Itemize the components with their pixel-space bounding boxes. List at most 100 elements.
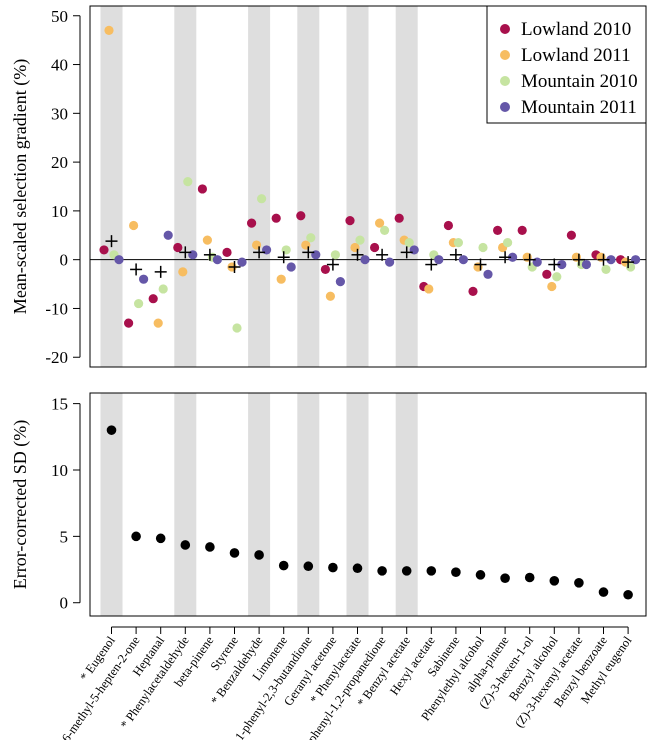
data-point: [453, 238, 463, 248]
data-point: [212, 255, 222, 265]
y-tick-label: 20: [51, 153, 68, 172]
data-point: [409, 245, 419, 255]
data-point: [106, 425, 117, 435]
data-point: [155, 533, 166, 544]
y-axis-title: Error-corrected SD (%): [10, 420, 31, 590]
y-tick-label: 40: [51, 56, 68, 75]
data-point: [173, 242, 183, 253]
data-point: [296, 211, 306, 221]
highlight-band: [248, 393, 271, 616]
data-point: [124, 318, 134, 328]
data-point: [424, 284, 434, 294]
data-point: [360, 255, 370, 265]
data-point: [311, 250, 321, 260]
data-point: [222, 247, 232, 257]
data-point: [434, 255, 444, 265]
data-point: [517, 225, 527, 236]
data-point: [180, 540, 191, 550]
data-point: [542, 269, 552, 279]
data-point: [355, 235, 365, 245]
data-point: [139, 274, 149, 284]
data-point: [401, 566, 412, 576]
legend-swatch: [500, 102, 510, 112]
data-point: [524, 572, 535, 583]
data-point: [232, 323, 242, 333]
data-point: [271, 213, 281, 223]
bottom-panel: 0 5 10 15 Error-corrected SD (%): [10, 392, 647, 617]
data-point: [345, 216, 355, 226]
data-point: [475, 570, 486, 580]
data-point: [380, 225, 390, 236]
data-point: [385, 257, 395, 267]
data-point: [330, 250, 340, 260]
data-point: [178, 267, 188, 277]
data-point: [188, 250, 198, 260]
data-point: [598, 587, 609, 597]
legend-swatch: [500, 76, 510, 86]
y-tick-label: -10: [45, 299, 68, 318]
data-point: [377, 566, 387, 576]
data-point: [426, 566, 437, 576]
data-point: [325, 291, 335, 301]
mean-marker: [376, 248, 389, 261]
highlight-band: [346, 6, 369, 367]
data-point: [601, 264, 611, 275]
data-point: [254, 550, 264, 560]
mean-marker: [302, 246, 315, 259]
mean-marker: [253, 246, 266, 259]
y-tick-label: 10: [51, 461, 68, 480]
mean-marker: [474, 258, 487, 271]
data-point: [500, 573, 510, 583]
data-point: [114, 255, 124, 265]
data-point: [129, 220, 139, 231]
top-panel: -20 -10 0 10 20 30 40 50 Mean-scaled selection g…: [10, 5, 647, 368]
data-point: [458, 255, 468, 265]
data-point: [623, 589, 633, 600]
data-point: [276, 274, 286, 284]
data-point: [557, 259, 567, 270]
data-point: [451, 567, 461, 577]
legend-swatch: [500, 24, 510, 34]
data-point: [320, 264, 330, 275]
legend-label: Mountain 2010: [521, 71, 638, 92]
data-point: [483, 269, 493, 279]
y-axis-title: Mean-scaled selection gradient (%): [10, 59, 31, 314]
data-point: [104, 25, 114, 35]
data-point: [163, 230, 173, 240]
data-point: [247, 218, 257, 228]
data-point: [468, 286, 478, 296]
data-point: [131, 531, 141, 542]
data-point: [370, 242, 380, 253]
legend-swatch: [500, 50, 510, 60]
data-point: [286, 262, 296, 272]
legend-label: Lowland 2010: [521, 19, 631, 40]
data-point: [99, 245, 109, 255]
highlight-band: [248, 6, 271, 367]
y-tick-label: 50: [51, 7, 68, 26]
mean-marker: [203, 248, 216, 261]
mean-marker: [449, 248, 462, 261]
mean-marker: [400, 246, 413, 259]
data-point: [503, 238, 513, 248]
data-point: [134, 298, 144, 309]
data-point: [148, 294, 158, 304]
data-point: [507, 252, 518, 262]
mean-marker: [523, 253, 536, 266]
highlight-band: [297, 6, 320, 367]
data-point: [581, 259, 592, 270]
mean-marker: [130, 263, 143, 276]
legend-label: Lowland 2011: [521, 45, 631, 66]
mean-marker: [326, 258, 339, 271]
legend-label: Mountain 2011: [521, 97, 637, 118]
mean-marker: [622, 256, 635, 269]
data-point: [153, 318, 163, 328]
legend: Lowland 2010 Lowland 2011 Mountain 2010 Mou…: [486, 5, 647, 124]
mean-marker: [597, 253, 610, 266]
data-point: [478, 242, 488, 253]
highlight-band: [346, 393, 369, 616]
data-point: [278, 560, 289, 571]
data-point: [493, 225, 503, 236]
mean-marker: [179, 246, 192, 259]
data-point: [229, 548, 240, 558]
